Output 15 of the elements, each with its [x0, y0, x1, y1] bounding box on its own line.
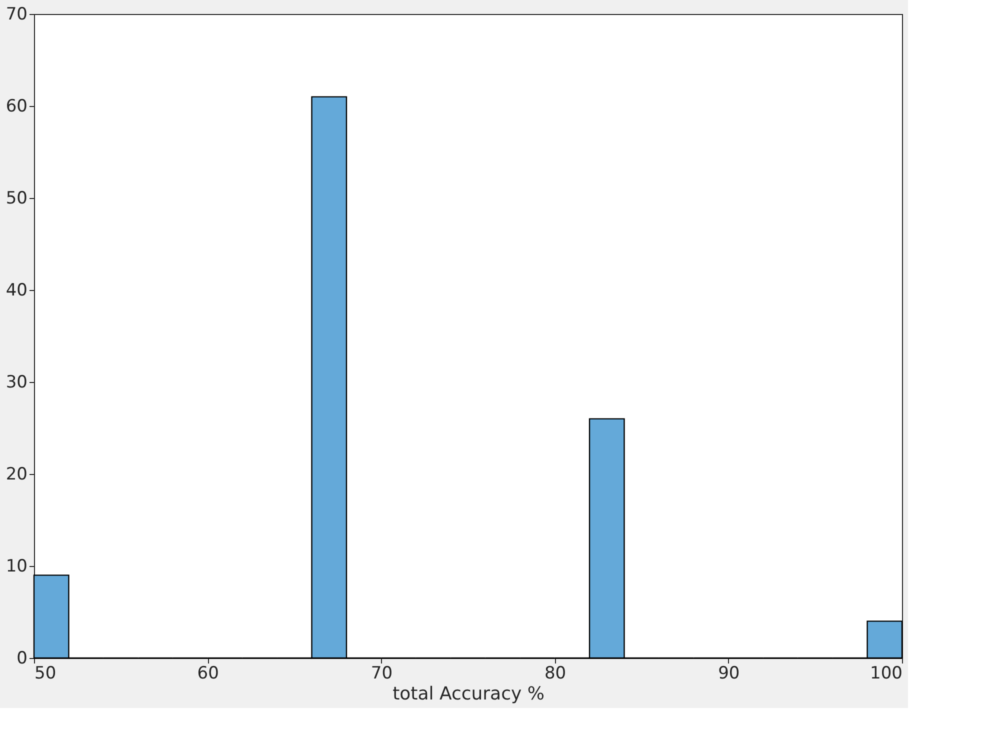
y-tick-label: 20 [6, 464, 28, 484]
y-tick-label: 0 [16, 648, 28, 668]
x-tick-label: 90 [718, 664, 740, 684]
x-tick-label: 70 [370, 664, 393, 684]
y-tick-label: 10 [6, 556, 28, 576]
y-tick-label: 40 [6, 280, 28, 300]
y-tick-label: 50 [6, 188, 28, 208]
y-tick-label: 30 [6, 372, 28, 392]
y-tick-label: 60 [6, 96, 28, 116]
x-tick-label: 100 [870, 664, 902, 684]
x-axis-title: total Accuracy % [392, 684, 544, 704]
x-tick-label: 80 [544, 664, 566, 684]
y-tick-label: 70 [6, 4, 28, 24]
x-tick-label: 50 [34, 664, 56, 684]
x-tick-label: 60 [197, 664, 219, 684]
